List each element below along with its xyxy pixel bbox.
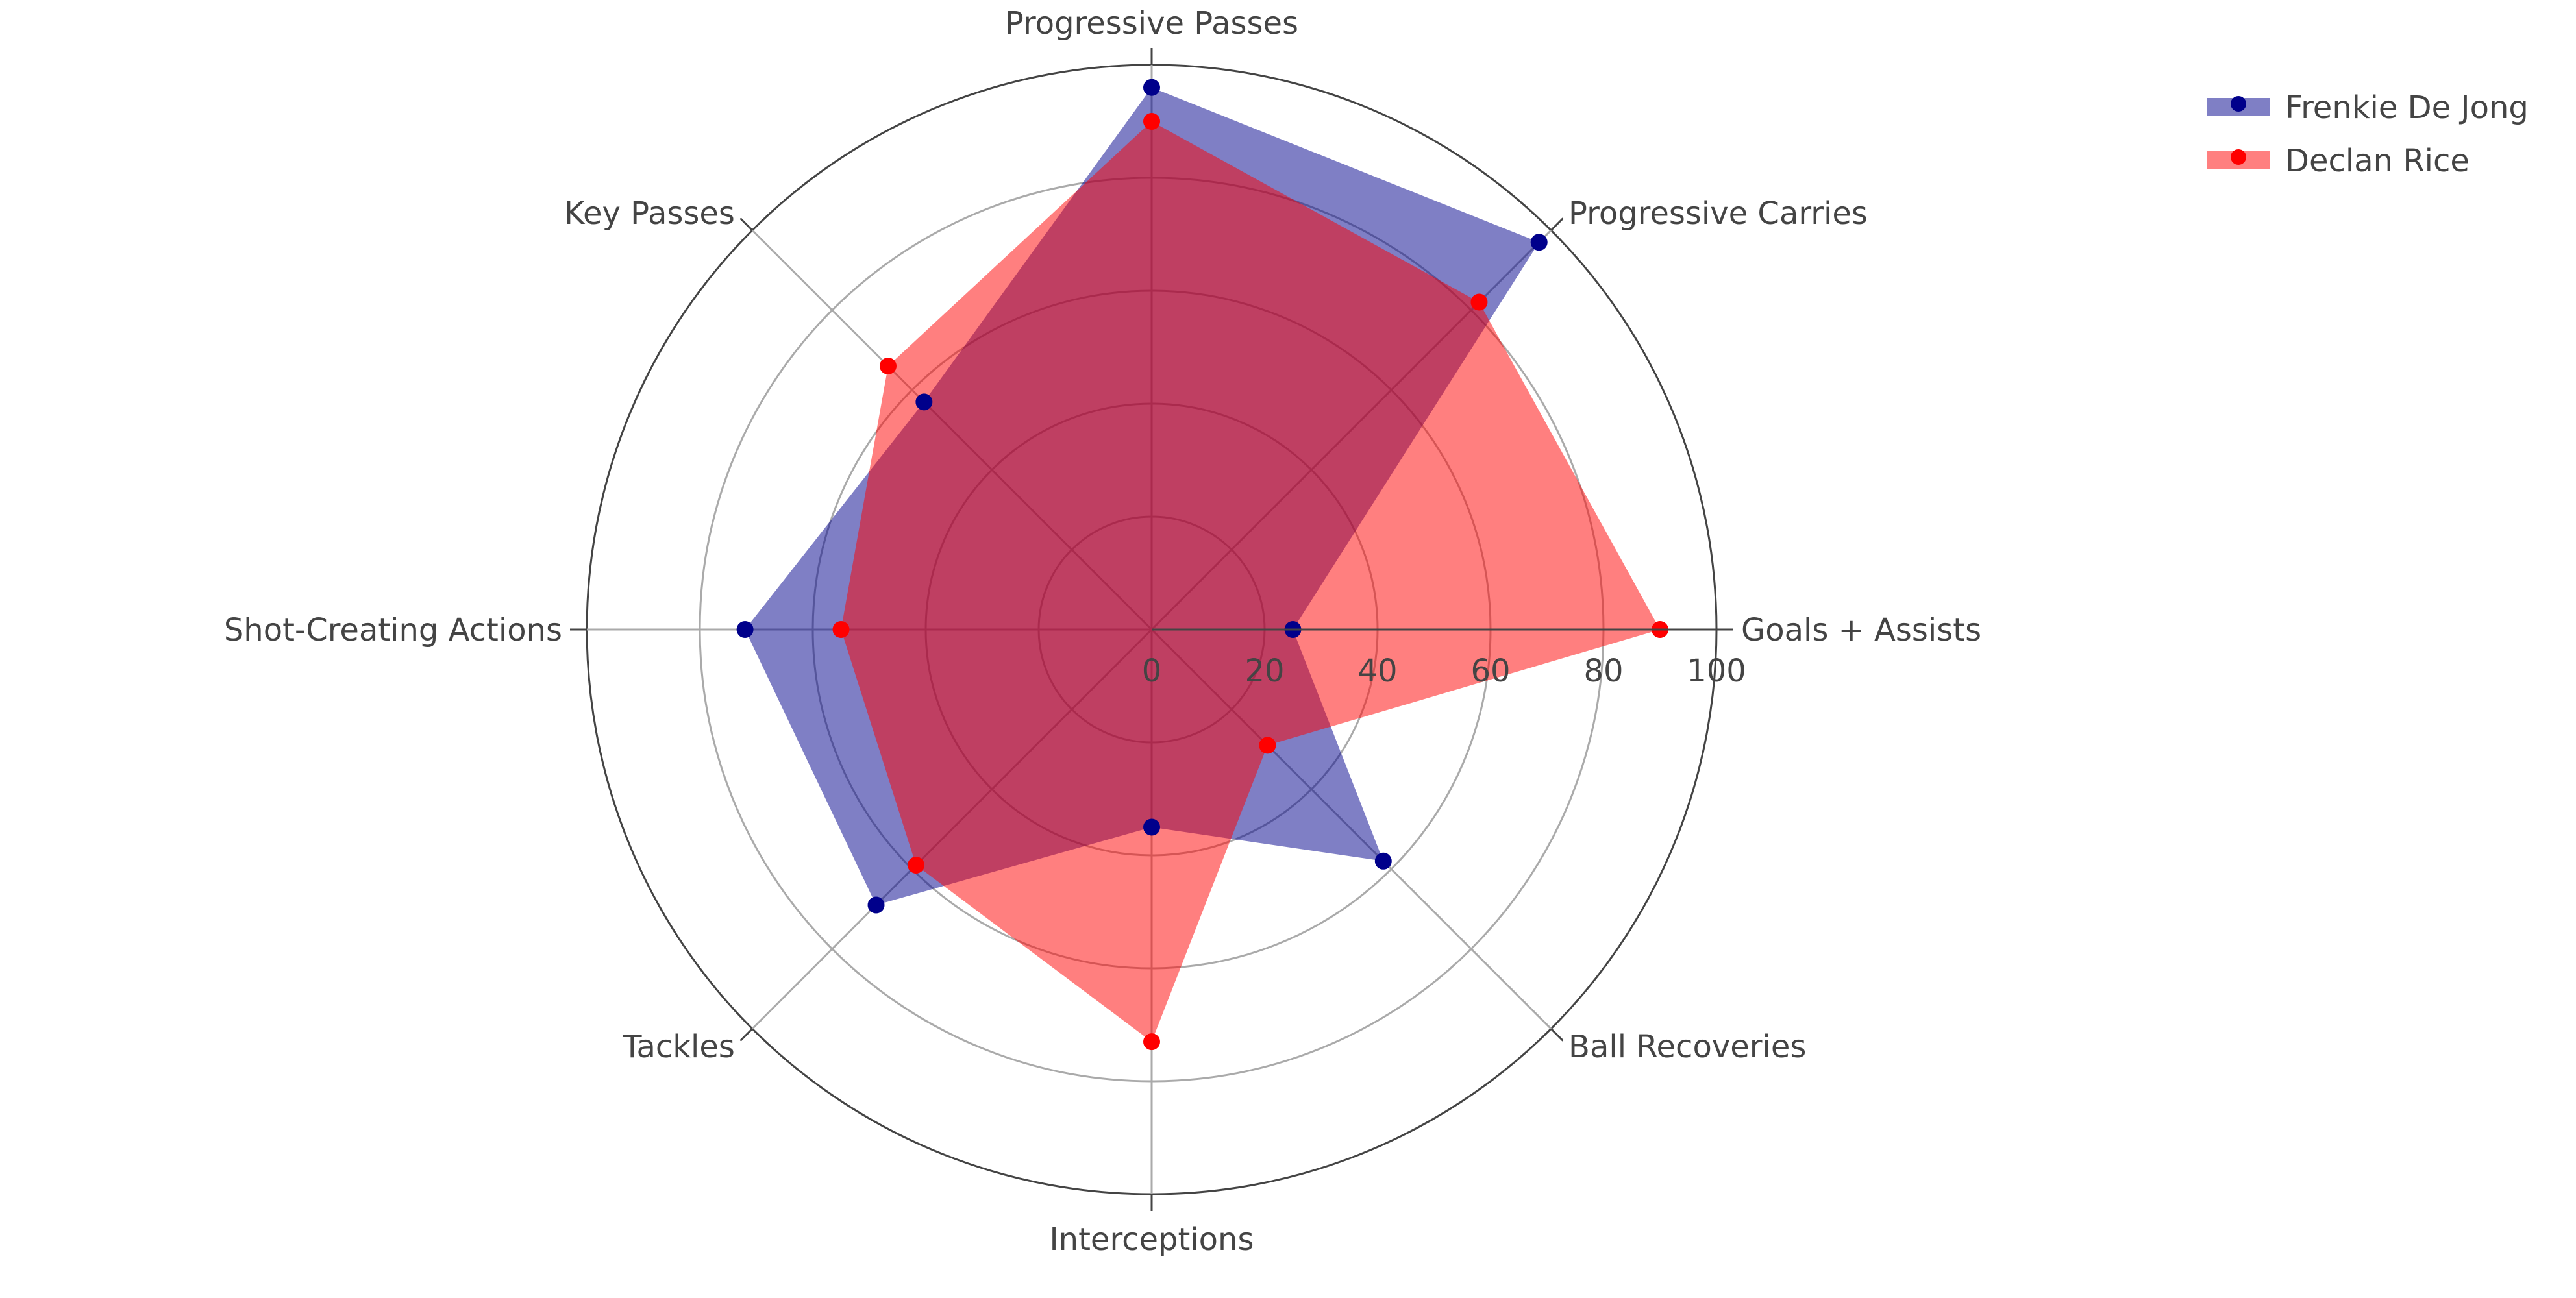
radar-series-layer: [736, 79, 1668, 1051]
series-0-point: [1530, 234, 1548, 251]
series-1-point: [1259, 737, 1276, 754]
radial-tick-label: 0: [1142, 653, 1162, 689]
legend-marker: [2231, 96, 2246, 112]
series-0-point: [1143, 79, 1160, 96]
radar-axis-layer: 0 20 40 60 80 100 Goals + Assists Progressive C…: [224, 5, 1981, 1258]
category-label: Ball Recoveries: [1568, 1029, 1806, 1065]
angular-tick: [739, 217, 753, 231]
radial-tick-label: 60: [1470, 653, 1510, 689]
legend-label: Frenkie De Jong: [2285, 90, 2529, 126]
angular-tick: [1550, 217, 1564, 231]
legend: Frenkie De Jong Declan Rice: [2207, 90, 2529, 179]
category-label: Progressive Carries: [1568, 195, 1868, 232]
series-1-point: [879, 357, 897, 374]
series-0-point: [736, 621, 754, 638]
series-1-point: [1143, 113, 1160, 130]
angular-tick: [1550, 1028, 1564, 1042]
legend-label: Declan Rice: [2285, 143, 2470, 179]
series-1-point: [832, 621, 850, 638]
series-1-point: [1143, 1033, 1160, 1051]
series-0-point: [1374, 852, 1392, 870]
category-label: Interceptions: [1050, 1221, 1254, 1258]
angular-tick: [739, 1028, 753, 1042]
radial-tick-label: 40: [1357, 653, 1397, 689]
legend-marker: [2231, 149, 2246, 165]
radial-tick-label: 20: [1245, 653, 1284, 689]
radial-tick-label: 100: [1687, 653, 1746, 689]
series-1-point: [908, 856, 925, 874]
category-label: Goals + Assists: [1741, 612, 1981, 648]
legend-item[interactable]: Frenkie De Jong: [2207, 90, 2529, 126]
radial-tick-label: 80: [1583, 653, 1623, 689]
category-label: Progressive Passes: [1005, 5, 1298, 42]
series-0-point: [867, 896, 885, 914]
series-area-1: [841, 121, 1660, 1042]
legend-item[interactable]: Declan Rice: [2207, 143, 2470, 179]
series-1-point: [1470, 293, 1488, 311]
series-0-point: [1143, 818, 1160, 836]
category-label: Tackles: [622, 1029, 735, 1065]
category-label: Shot-Creating Actions: [224, 612, 562, 648]
category-label: Key Passes: [564, 195, 735, 232]
series-0-point: [915, 393, 933, 411]
